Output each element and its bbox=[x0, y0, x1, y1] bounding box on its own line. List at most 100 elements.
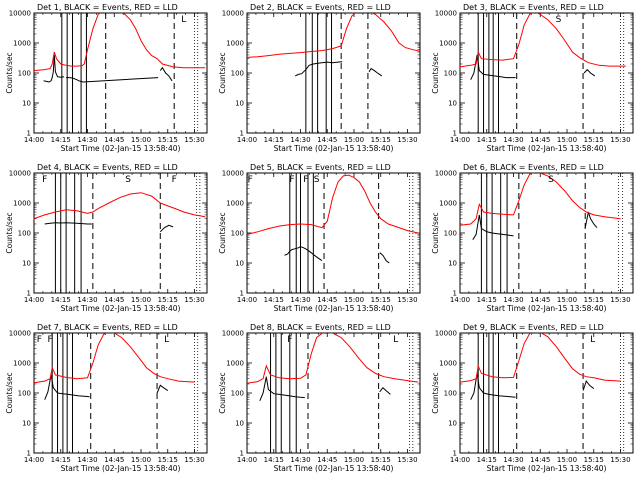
marker-letter: F bbox=[42, 175, 47, 185]
x-tick-label: 14:45 bbox=[317, 296, 337, 304]
y-tick-label: 100 bbox=[18, 390, 31, 398]
marker-letter: S bbox=[125, 175, 131, 185]
lld-series-line bbox=[460, 13, 626, 68]
x-tick-label: 14:00 bbox=[24, 136, 44, 144]
x-tick-label: 15:30 bbox=[610, 136, 630, 144]
y-tick-label: 100 bbox=[231, 390, 244, 398]
detector-panel: Det 8, BLACK = Events, RED = LLD 14:00 14:… bbox=[218, 323, 421, 473]
x-tick-label: 14:30 bbox=[503, 136, 523, 144]
y-axis-label: Counts/sec bbox=[5, 52, 14, 93]
detector-panel: Det 9, BLACK = Events, RED = LLD 14:00 14:… bbox=[431, 323, 634, 473]
x-tick-label: 15:00 bbox=[131, 136, 151, 144]
x-tick-label: 14:00 bbox=[237, 456, 257, 464]
plot-data-area bbox=[34, 13, 206, 133]
y-tick-label: 1000 bbox=[439, 360, 457, 368]
x-tick-label: 15:15 bbox=[584, 136, 604, 144]
events-series-line bbox=[259, 376, 305, 401]
y-tick-label: 10 bbox=[235, 100, 244, 108]
marker-letter: S bbox=[548, 175, 554, 185]
x-tick-label: 14:15 bbox=[51, 136, 71, 144]
y-tick-label: 10000 bbox=[222, 170, 244, 178]
y-tick-label: 10000 bbox=[435, 330, 457, 338]
x-tick-label: 14:30 bbox=[503, 456, 523, 464]
detector-panel: Det 4, BLACK = Events, RED = LLD 14:00 14:… bbox=[5, 163, 208, 313]
x-axis-label: Start Time (02-Jan-15 13:58:40) bbox=[487, 464, 607, 473]
x-tick-label: 15:15 bbox=[158, 456, 178, 464]
events-series-line bbox=[159, 66, 173, 82]
x-tick-label: 14:45 bbox=[104, 136, 124, 144]
y-tick-label: 1 bbox=[453, 450, 457, 458]
x-axis-label: Start Time (02-Jan-15 13:58:40) bbox=[487, 304, 607, 313]
y-tick-label: 100 bbox=[18, 70, 31, 78]
events-series-line bbox=[43, 54, 65, 83]
x-tick-label: 15:30 bbox=[397, 136, 417, 144]
x-tick-label: 15:30 bbox=[184, 136, 204, 144]
lld-series-line bbox=[460, 333, 621, 383]
detector-panel: Det 2, BLACK = Events, RED = LLD 14:00 14:… bbox=[218, 3, 421, 153]
panel-title: Det 5, BLACK = Events, RED = LLD bbox=[250, 163, 391, 172]
x-tick-label: 15:15 bbox=[584, 296, 604, 304]
x-tick-label: 14:30 bbox=[290, 136, 310, 144]
y-tick-label: 1 bbox=[240, 290, 244, 298]
plot-frame bbox=[33, 12, 208, 134]
y-tick-label: 1000 bbox=[13, 360, 31, 368]
events-series-line bbox=[284, 246, 323, 262]
x-tick-label: 14:45 bbox=[317, 456, 337, 464]
x-tick-label: 15:00 bbox=[344, 456, 364, 464]
x-tick-label: 14:15 bbox=[51, 296, 71, 304]
x-tick-label: 14:15 bbox=[477, 456, 497, 464]
y-tick-label: 10 bbox=[448, 420, 457, 428]
marker-letter: S bbox=[556, 15, 562, 25]
x-tick-label: 15:00 bbox=[344, 296, 364, 304]
marker-letter: S bbox=[314, 175, 320, 185]
y-axis-label: Counts/sec bbox=[5, 372, 14, 413]
lld-series-line bbox=[34, 333, 195, 384]
plot-data-area bbox=[247, 333, 419, 453]
events-series-line bbox=[470, 373, 516, 400]
plot-data-area bbox=[34, 173, 206, 293]
lld-series-line bbox=[247, 13, 420, 58]
events-series-line bbox=[379, 386, 391, 395]
y-axis-label: Counts/sec bbox=[431, 52, 440, 93]
detector-panel: Det 6, BLACK = Events, RED = LLD 14:00 14:… bbox=[431, 163, 634, 313]
plot-data-area bbox=[460, 173, 624, 293]
marker-letter: L bbox=[590, 335, 595, 345]
y-tick-label: 10 bbox=[22, 420, 31, 428]
y-tick-label: 10000 bbox=[435, 10, 457, 18]
y-tick-label: 10 bbox=[235, 420, 244, 428]
events-series-line bbox=[472, 214, 514, 240]
x-tick-label: 14:00 bbox=[450, 456, 470, 464]
events-series-line bbox=[66, 77, 159, 83]
x-tick-label: 14:15 bbox=[51, 456, 71, 464]
y-axis-label: Counts/sec bbox=[218, 212, 227, 253]
x-tick-label: 14:30 bbox=[77, 456, 97, 464]
detector-panel: Det 5, BLACK = Events, RED = LLD 14:00 14:… bbox=[218, 163, 421, 313]
panel-title: Det 7, BLACK = Events, RED = LLD bbox=[37, 323, 178, 332]
x-tick-label: 14:00 bbox=[450, 296, 470, 304]
x-tick-label: 14:15 bbox=[477, 296, 497, 304]
y-tick-label: 10000 bbox=[435, 170, 457, 178]
y-tick-label: 10000 bbox=[9, 10, 31, 18]
panel-title: Det 9, BLACK = Events, RED = LLD bbox=[463, 323, 604, 332]
y-tick-label: 1 bbox=[27, 290, 31, 298]
x-tick-label: 15:00 bbox=[557, 136, 577, 144]
x-tick-label: 14:00 bbox=[237, 136, 257, 144]
marker-letter: F bbox=[287, 335, 292, 345]
x-axis-label: Start Time (02-Jan-15 13:58:40) bbox=[274, 304, 394, 313]
marker-letter: F bbox=[172, 175, 177, 185]
x-tick-label: 14:45 bbox=[104, 296, 124, 304]
x-tick-label: 14:15 bbox=[264, 136, 284, 144]
panel-title: Det 6, BLACK = Events, RED = LLD bbox=[463, 163, 604, 172]
y-tick-label: 10 bbox=[235, 260, 244, 268]
x-tick-label: 14:45 bbox=[530, 296, 550, 304]
plot-data-area bbox=[247, 13, 420, 133]
x-axis-label: Start Time (02-Jan-15 13:58:40) bbox=[61, 464, 181, 473]
x-tick-label: 15:30 bbox=[184, 456, 204, 464]
y-tick-label: 10 bbox=[22, 260, 31, 268]
detector-panel: Det 7, BLACK = Events, RED = LLD 14:00 14:… bbox=[5, 323, 208, 473]
y-tick-label: 1 bbox=[240, 130, 244, 138]
x-tick-label: 15:30 bbox=[610, 296, 630, 304]
x-tick-label: 14:45 bbox=[104, 456, 124, 464]
x-tick-label: 15:15 bbox=[371, 456, 391, 464]
y-tick-label: 1000 bbox=[226, 40, 244, 48]
